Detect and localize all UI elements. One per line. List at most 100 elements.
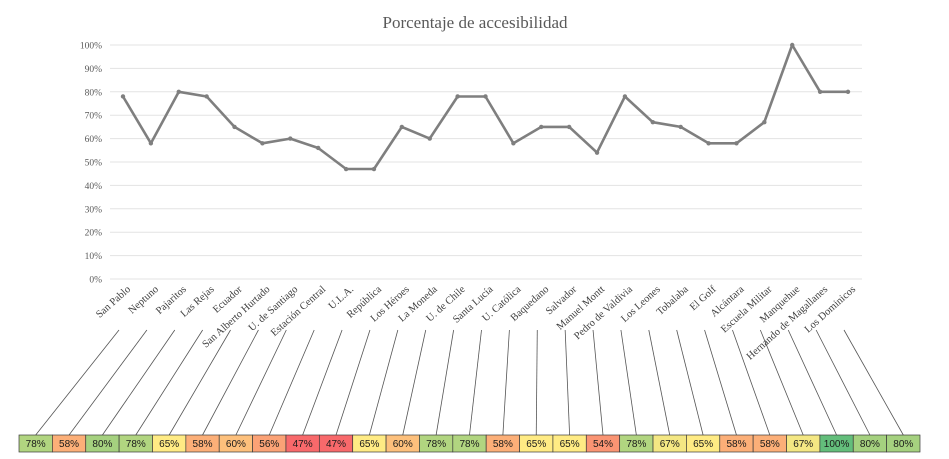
leader-line (202, 329, 259, 436)
y-tick-label: 50% (85, 159, 103, 169)
table-cell-value: 78% (126, 439, 146, 450)
data-point (594, 150, 600, 155)
leader-line (369, 329, 399, 436)
table-cell-value: 80% (92, 439, 112, 450)
table-cell-value: 58% (193, 439, 213, 450)
leader-line (102, 329, 176, 436)
leader-line (168, 329, 231, 436)
table-cell-value: 58% (493, 439, 513, 450)
leader-line (759, 329, 804, 436)
table-cell-value: 65% (526, 439, 546, 450)
data-point (232, 124, 237, 130)
table-cell (886, 434, 921, 453)
data-point (622, 94, 628, 99)
data-point (148, 141, 154, 146)
chart-title: Porcentaje de accesibilidad (382, 13, 568, 32)
leader-line (68, 329, 148, 436)
leader-line (564, 329, 571, 436)
data-point (817, 89, 823, 95)
data-point (845, 89, 851, 95)
leader-line (535, 329, 538, 436)
leader-line (704, 329, 737, 436)
data-point (650, 120, 656, 125)
leader-line (815, 329, 871, 436)
table-cell-value: 67% (793, 439, 813, 450)
leader-line (335, 329, 371, 436)
leader-line (469, 329, 482, 436)
table-cell-value: 78% (626, 439, 646, 450)
data-point (706, 141, 711, 146)
y-axis-tick-labels: 0% 10% 20% 30% 40% 50% 60% 70% 80% 90% 100% (80, 42, 102, 286)
table-cell-value: 65% (693, 439, 713, 450)
y-tick-label: 30% (85, 205, 103, 215)
y-tick-label: 90% (85, 65, 103, 75)
leader-line (402, 329, 427, 436)
data-point (790, 42, 795, 48)
leader-line (732, 329, 771, 436)
leader-line (35, 329, 120, 436)
leader-line (502, 329, 510, 436)
table-cell-value: 65% (560, 439, 580, 450)
table-cell-value: 80% (860, 439, 880, 450)
table-cell-value: 54% (593, 439, 613, 450)
y-tick-label: 20% (85, 229, 103, 239)
leader-line (843, 329, 904, 436)
y-tick-label: 60% (85, 135, 103, 145)
table-cell-value: 100% (824, 439, 850, 450)
leader-line (676, 329, 704, 436)
table-cell-value: 60% (226, 439, 246, 450)
table-cell-value: 67% (660, 439, 680, 450)
series-line (120, 42, 851, 172)
leader-line (235, 329, 287, 436)
leader-line (135, 329, 203, 436)
data-point (511, 141, 516, 146)
data-point (455, 94, 460, 99)
leader-line (648, 329, 671, 436)
data-point (427, 136, 432, 141)
data-point (399, 124, 405, 130)
table-cell-value: 80% (893, 439, 913, 450)
y-tick-label: 100% (80, 42, 102, 52)
data-point (315, 145, 321, 151)
series-polyline (121, 43, 848, 171)
data-point (288, 136, 293, 141)
data-point (343, 166, 349, 172)
table-cell-value: 78% (459, 439, 479, 450)
table-cell-value: 65% (359, 439, 379, 450)
data-point (176, 89, 181, 95)
data-point (204, 94, 209, 99)
leader-line (787, 329, 837, 436)
data-point (539, 124, 544, 130)
data-point (120, 94, 126, 99)
leader-line (302, 329, 343, 436)
data-point (371, 166, 377, 172)
y-tick-label: 0% (89, 276, 102, 286)
data-point (483, 94, 488, 99)
table-cell-value: 78% (426, 439, 446, 450)
data-point (260, 141, 265, 146)
x-category-label: San Pablo (94, 284, 133, 320)
data-point (762, 120, 767, 125)
data-point (678, 124, 683, 130)
table-cell-value: 58% (726, 439, 746, 450)
table-cell-value: 65% (159, 439, 179, 450)
table-cell-value: 47% (293, 439, 313, 450)
leader-lines (35, 329, 904, 436)
data-point (566, 124, 572, 130)
value-table: 78% 58% 80% 78% 65% 58% 60% 56% 47% 47% 65% 60% 78% 7… (18, 434, 921, 453)
leader-line (592, 329, 604, 436)
y-tick-label: 80% (85, 88, 103, 98)
leader-line (620, 329, 637, 436)
table-cell-value: 58% (760, 439, 780, 450)
x-category-label: Los Dominicos (803, 284, 858, 335)
leader-line (268, 329, 315, 436)
table-cell-value: 56% (259, 439, 279, 450)
table-cell-value: 78% (26, 439, 46, 450)
y-tick-label: 40% (85, 182, 103, 192)
table-cell-value: 60% (393, 439, 413, 450)
y-tick-label: 10% (85, 252, 103, 262)
x-category-label: Tobalaba (655, 284, 691, 318)
leader-line (435, 329, 455, 436)
